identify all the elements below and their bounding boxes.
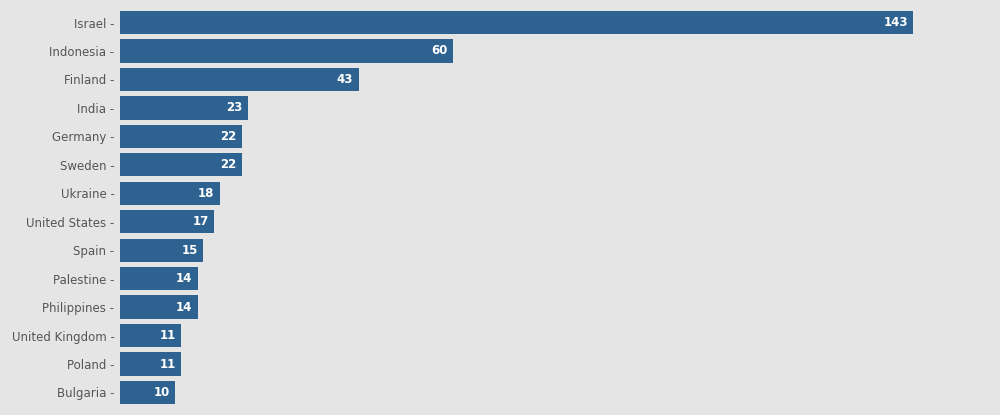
Bar — [120, 11, 913, 34]
Text: 18: 18 — [198, 187, 214, 200]
Bar — [120, 352, 181, 376]
Bar — [120, 210, 214, 233]
Bar — [120, 295, 198, 319]
Bar — [120, 153, 242, 176]
Text: 17: 17 — [193, 215, 209, 228]
Bar — [120, 124, 242, 148]
Bar — [120, 182, 220, 205]
Text: 14: 14 — [176, 272, 192, 285]
Text: 22: 22 — [220, 158, 237, 171]
Text: 14: 14 — [176, 300, 192, 314]
Text: 143: 143 — [883, 16, 908, 29]
Text: 11: 11 — [159, 357, 175, 371]
Text: 15: 15 — [181, 244, 198, 257]
Text: 11: 11 — [159, 329, 175, 342]
Bar — [120, 324, 181, 347]
Bar — [120, 68, 359, 91]
Bar — [120, 267, 198, 290]
Bar — [120, 381, 175, 404]
Text: 10: 10 — [154, 386, 170, 399]
Text: 22: 22 — [220, 130, 237, 143]
Text: 43: 43 — [337, 73, 353, 86]
Bar — [120, 39, 453, 63]
Text: 60: 60 — [431, 44, 447, 58]
Bar — [120, 96, 248, 120]
Bar — [120, 239, 203, 262]
Text: 23: 23 — [226, 101, 242, 115]
